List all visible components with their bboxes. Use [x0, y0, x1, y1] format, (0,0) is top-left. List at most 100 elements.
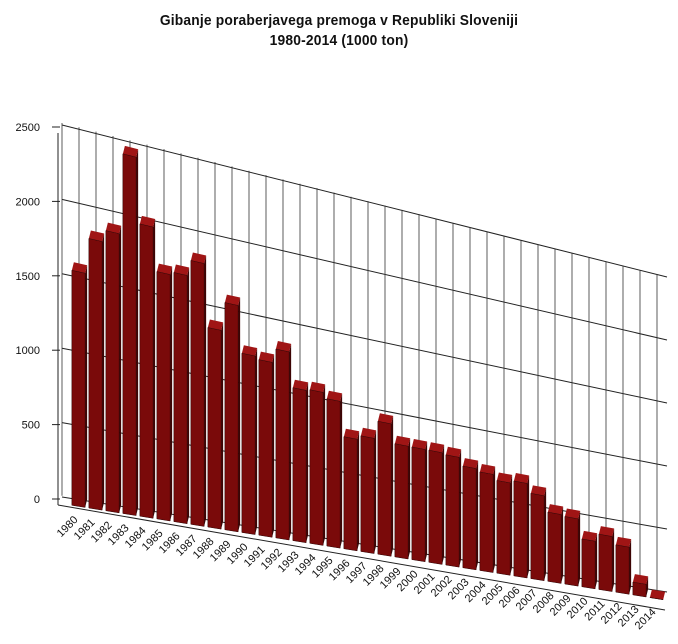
bar: [190, 260, 205, 527]
bar: [377, 420, 392, 557]
bar-top: [326, 390, 343, 402]
bar-top: [445, 446, 462, 458]
chart-title-line2: 1980-2014 (1000 ton): [269, 32, 409, 49]
bar-top: [88, 230, 105, 242]
bar-side: [442, 444, 445, 565]
bar-top: [377, 413, 394, 424]
bar-top: [462, 458, 479, 469]
bar: [598, 533, 613, 592]
y-tick-label: 2500: [16, 122, 40, 134]
bar-side: [612, 528, 615, 592]
bar-side: [408, 438, 411, 559]
bar-top: [224, 294, 241, 306]
bar: [445, 454, 460, 568]
bar-side: [340, 393, 343, 549]
bar-top: [496, 472, 513, 483]
bar-side: [374, 430, 377, 554]
bar-side: [391, 415, 394, 557]
bar: [241, 352, 256, 535]
bar-side: [289, 343, 292, 540]
bar-side: [595, 533, 598, 589]
bar-top: [428, 442, 445, 453]
bar-top: [547, 504, 564, 515]
bar-side: [561, 506, 564, 584]
bar-top: [309, 381, 326, 393]
bar: [530, 493, 545, 581]
bar: [649, 597, 664, 600]
bar: [156, 271, 171, 522]
bar-top: [479, 463, 496, 475]
bar-top: [258, 351, 275, 363]
bar: [411, 446, 426, 562]
bar-side: [527, 475, 530, 578]
bar: [309, 389, 324, 546]
bar-top: [122, 145, 139, 158]
bar: [496, 480, 511, 576]
bar: [343, 436, 358, 552]
bar: [394, 443, 409, 560]
bar-side: [119, 225, 122, 513]
bar-top: [139, 215, 156, 228]
bar-top: [156, 263, 173, 275]
bar: [224, 302, 239, 533]
bar-top: [530, 485, 547, 496]
bar-top: [343, 428, 360, 440]
bar-top: [360, 427, 377, 439]
bar: [479, 471, 494, 573]
bar: [360, 435, 375, 554]
bar-side: [255, 348, 258, 535]
bar: [292, 387, 307, 543]
bar-top: [207, 319, 224, 331]
bar-top: [615, 536, 632, 548]
bar: [564, 516, 579, 587]
bar: [615, 544, 630, 595]
bar-side: [204, 255, 207, 527]
bar-side: [425, 441, 428, 562]
bar-top: [649, 589, 666, 600]
bar-side: [544, 487, 547, 581]
y-axis-ticks: 0 500 1000 1500 2000 2500: [16, 122, 60, 506]
chart-title-line1: Gibanje poraberjavega premoga v Republik…: [159, 12, 519, 29]
bar-side: [476, 460, 479, 570]
bar-side: [357, 431, 360, 551]
bar-top: [275, 341, 292, 352]
y-tick-label: 500: [22, 420, 40, 432]
bar: [581, 538, 596, 590]
bar-top: [394, 435, 411, 447]
bar-top: [292, 379, 309, 391]
bar: [105, 230, 120, 514]
bar: [207, 327, 222, 530]
bar: [428, 449, 443, 565]
bar-side: [238, 297, 241, 532]
bar: [326, 398, 341, 549]
bar-top: [513, 472, 530, 484]
bar-side: [136, 149, 139, 516]
bar: [122, 153, 137, 516]
bar-top: [411, 438, 428, 450]
bar-top: [71, 262, 88, 274]
bar-side: [85, 265, 88, 508]
bar-top: [564, 508, 581, 519]
bar-side: [459, 449, 462, 568]
bar: [88, 238, 103, 511]
bar-side: [629, 539, 632, 595]
bar-side: [170, 266, 173, 521]
y-tick-label: 1500: [16, 271, 40, 283]
bar-side: [578, 510, 581, 587]
bar-side: [493, 466, 496, 573]
bar-side: [187, 267, 190, 524]
bar: [632, 581, 647, 598]
bar-side: [323, 384, 326, 546]
bar-top: [190, 252, 207, 264]
bar-side: [221, 322, 224, 530]
bar-top: [581, 530, 598, 542]
bar-side: [510, 474, 513, 576]
bar-side: [646, 576, 649, 597]
bar: [513, 480, 528, 579]
bar-side: [306, 382, 309, 543]
y-tick-label: 2000: [16, 196, 40, 208]
bar-top: [241, 345, 258, 357]
bar: [258, 359, 273, 538]
bar-top: [105, 222, 122, 234]
